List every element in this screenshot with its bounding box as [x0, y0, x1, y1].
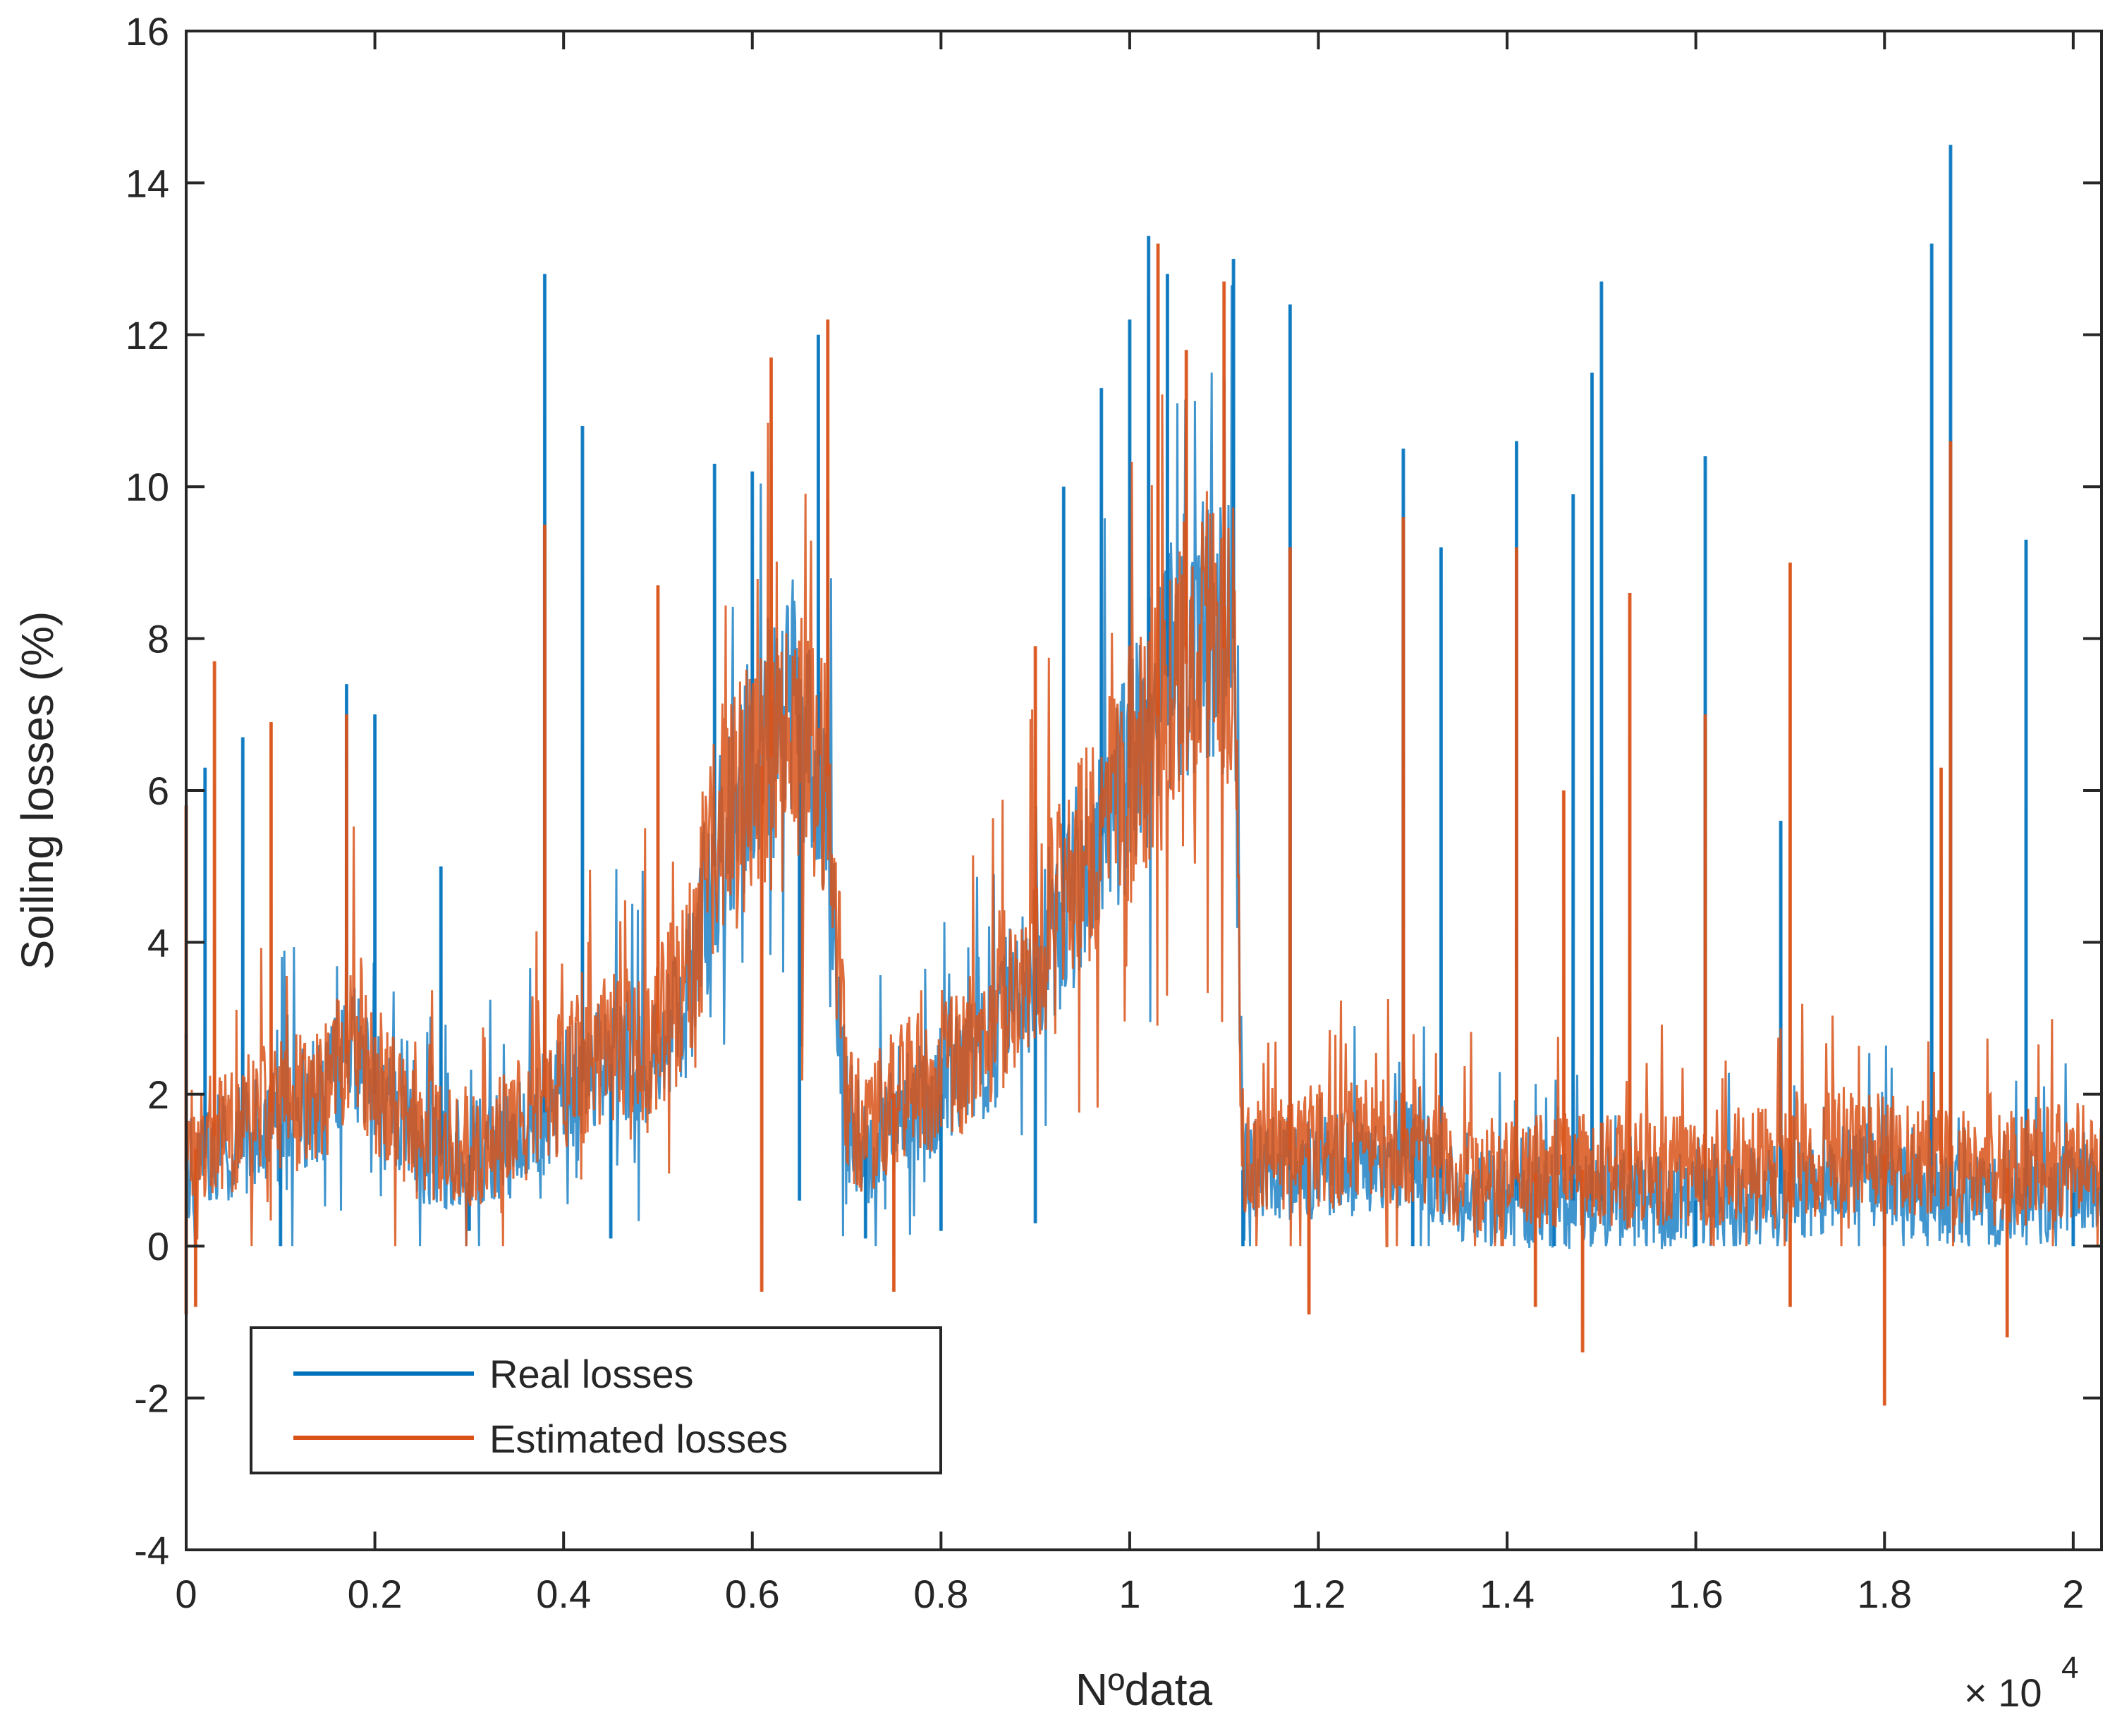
- y-tick-label: 12: [126, 313, 169, 357]
- y-tick-label: 2: [147, 1072, 169, 1117]
- x-tick-label: 1.8: [1857, 1572, 1912, 1616]
- x-tick-label: 0.2: [348, 1572, 403, 1616]
- x-tick-label: 1.2: [1291, 1572, 1346, 1616]
- x-tick-label: 0.4: [536, 1572, 591, 1616]
- y-tick-label: 16: [126, 9, 169, 54]
- y-tick-label: -4: [134, 1528, 169, 1572]
- legend[interactable]: Real losses Estimated losses: [250, 1326, 942, 1474]
- x-axis-label: Nºdata: [1075, 1664, 1213, 1715]
- y-tick-label: 14: [126, 161, 169, 205]
- legend-box: [250, 1326, 942, 1474]
- x-exponent-label: × 10: [1964, 1670, 2042, 1715]
- x-exponent-power: 4: [2061, 1651, 2078, 1685]
- series-layer: [184, 145, 2103, 1406]
- x-tick-label: 0.6: [725, 1572, 780, 1616]
- y-tick-label: 10: [126, 465, 169, 509]
- legend-label-estimated: Estimated losses: [489, 1417, 788, 1461]
- x-tick-label: 1.4: [1480, 1572, 1535, 1616]
- tick-layer: 0 0.2 0.4 0.6 0.8 1 1.2 1.4 1.6 1.8 2 -4 -2 0 2 4 6 8 10 12…: [126, 9, 2102, 1616]
- x-tick-label: 0: [175, 1572, 197, 1616]
- y-tick-label: -2: [134, 1376, 169, 1421]
- x-tick-label: 0.8: [913, 1572, 968, 1616]
- x-tick-label: 2: [2062, 1572, 2084, 1616]
- x-tick-label: 1: [1118, 1572, 1140, 1616]
- y-tick-label: 0: [147, 1224, 169, 1269]
- series-line: [185, 243, 2103, 1406]
- x-tick-label: 1.6: [1669, 1572, 1724, 1616]
- y-tick-label: 8: [147, 617, 169, 661]
- plot-frame: [185, 30, 2103, 1551]
- y-axis-label: Soiling losses (%): [12, 611, 63, 970]
- legend-label-real: Real losses: [489, 1352, 693, 1396]
- series-estimated-losses: [184, 243, 2103, 1406]
- y-tick-label: 4: [147, 920, 169, 965]
- y-tick-label: 6: [147, 769, 169, 813]
